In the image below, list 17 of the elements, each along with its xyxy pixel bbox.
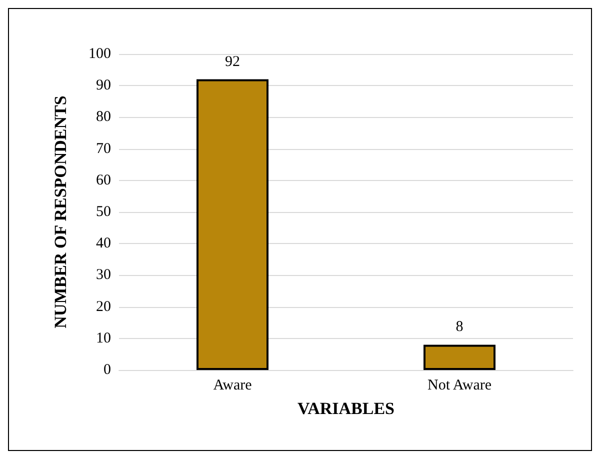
y-tick-label: 60 [96, 172, 111, 188]
y-tick-label: 10 [96, 330, 111, 346]
y-tick-label: 30 [96, 267, 111, 284]
y-tick-label: 0 [104, 362, 111, 378]
x-tick-label: Aware [213, 378, 252, 394]
y-tick-label: 50 [96, 204, 111, 220]
y-axis-title: NUMBER OF RESPONDENTS [51, 96, 70, 328]
data-label: 92 [225, 54, 240, 70]
x-tick-label: Not Aware [427, 378, 492, 394]
y-tick-label: 100 [88, 46, 111, 62]
y-tick-label: 90 [96, 78, 111, 94]
y-tick-label: 40 [96, 236, 111, 252]
y-tick-label: 70 [96, 140, 111, 157]
y-tick-label: 80 [96, 109, 111, 126]
y-tick-label: 20 [96, 298, 111, 315]
data-label: 8 [456, 319, 464, 336]
x-axis-title: VARIABLES [297, 399, 395, 418]
